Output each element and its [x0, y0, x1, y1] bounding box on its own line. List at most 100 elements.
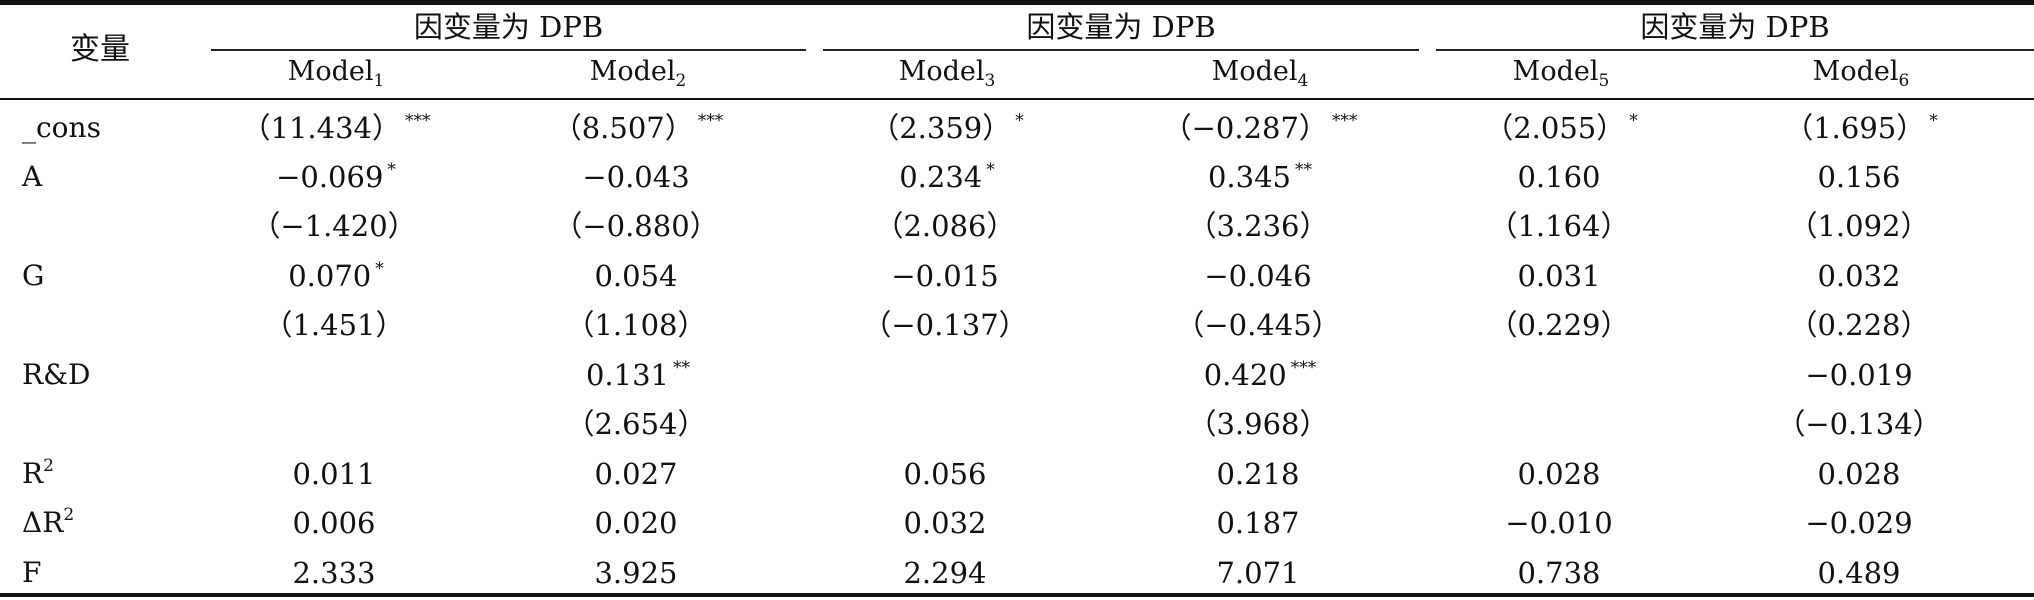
table-cell: （−0.445） [1110, 305, 1410, 345]
row-label: R&D [22, 355, 90, 395]
significance-stars: * [375, 259, 384, 279]
cell-value: 0.032 [903, 506, 987, 540]
cell-value: （2.654） [565, 407, 707, 441]
header-rule [0, 98, 2034, 100]
model-subscript: 4 [1297, 71, 1309, 91]
cell-value: 0.489 [1817, 556, 1901, 590]
cell-value: 0.020 [594, 506, 678, 540]
row-label: G [22, 256, 44, 296]
table-cell: 0.489 [1711, 553, 2011, 593]
table-cell [797, 404, 1097, 444]
significance-stars: * [1629, 111, 1638, 131]
cell-value: （3.236） [1187, 209, 1329, 243]
table-cell: （2.359） * [797, 108, 1097, 148]
group-2-underline [823, 49, 1419, 51]
row-label-text: R [22, 457, 44, 490]
cell-value: −0.029 [1805, 506, 1913, 540]
table-cell: −0.015 [797, 256, 1097, 296]
table-cell: （−1.420） [186, 206, 486, 246]
cell-value: 0.234 [899, 160, 983, 194]
model-name: Model [1812, 56, 1899, 87]
significance-stars: * [1015, 111, 1024, 131]
table-cell: （−0.880） [488, 206, 788, 246]
table-cell: （−0.137） [797, 305, 1097, 345]
table-cell: 2.333 [186, 553, 486, 593]
table-cell: 0.028 [1711, 454, 2011, 494]
table-cell: （1.108） [488, 305, 788, 345]
model-name: Model [1211, 56, 1298, 87]
cell-value: 0.160 [1517, 160, 1601, 194]
model-header-4: Model4 [1110, 53, 1410, 91]
group-1-underline [211, 49, 806, 51]
significance-stars: * [387, 160, 396, 180]
cell-value: 0.011 [292, 457, 376, 491]
cell-value: −0.043 [582, 160, 690, 194]
table-cell [186, 355, 486, 395]
cell-value: 2.294 [903, 556, 987, 590]
row-label: R2 [22, 454, 54, 494]
table-cell: −0.010 [1411, 503, 1711, 543]
cell-value: 0.218 [1216, 457, 1300, 491]
table-cell: −0.069 * [186, 157, 486, 197]
table-cell: 0.056 [797, 454, 1097, 494]
cell-value: （−0.137） [862, 308, 1028, 342]
cell-value: 0.031 [1517, 259, 1601, 293]
model-header-1: Model1 [186, 53, 486, 91]
group-title-3: 因变量为 DPB [1640, 10, 1830, 44]
model-name: Model [287, 56, 374, 87]
cell-value: 0.420 [1203, 358, 1287, 392]
cell-value: （−0.445） [1175, 308, 1341, 342]
table-cell: （1.164） [1411, 206, 1711, 246]
cell-value: （1.451） [263, 308, 405, 342]
table-cell: （2.055） * [1411, 108, 1711, 148]
table-cell: 0.032 [797, 503, 1097, 543]
cell-value: −0.010 [1505, 506, 1613, 540]
row-label-text: G [22, 259, 45, 292]
table-cell: （2.086） [797, 206, 1097, 246]
table-cell: 0.738 [1411, 553, 1711, 593]
row-label: _cons [22, 108, 101, 148]
cell-value: −0.046 [1204, 259, 1312, 293]
row-label-text: ΔR [22, 506, 64, 539]
row-label: F [22, 553, 41, 593]
cell-value: 0.006 [292, 506, 376, 540]
stub-header: 变量 [70, 32, 130, 67]
table-cell [1411, 355, 1711, 395]
cell-value: （−0.134） [1776, 407, 1942, 441]
table-cell: −0.029 [1711, 503, 2011, 543]
cell-value: （1.695） [1784, 111, 1926, 145]
table-cell: （1.092） [1711, 206, 2011, 246]
model-header-2: Model2 [488, 53, 788, 91]
cell-value: 0.056 [903, 457, 987, 491]
table-cell: 3.925 [488, 553, 788, 593]
row-label: ΔR2 [22, 503, 74, 543]
row-label-text: R&D [22, 358, 91, 391]
cell-value: （11.434） [241, 111, 401, 145]
cell-value: （2.086） [874, 209, 1016, 243]
table-cell: 0.031 [1411, 256, 1711, 296]
table-cell: 7.071 [1110, 553, 1410, 593]
table-cell: 0.187 [1110, 503, 1410, 543]
table-cell: −0.046 [1110, 256, 1410, 296]
bottom-rule [0, 593, 2034, 597]
cell-value: 0.054 [594, 259, 678, 293]
cell-value: 0.156 [1817, 160, 1901, 194]
model-name: Model [898, 56, 985, 87]
model-name: Model [589, 56, 676, 87]
table-cell: （1.451） [186, 305, 486, 345]
model-header-6: Model6 [1711, 53, 2011, 91]
significance-stars: *** [697, 111, 724, 131]
table-cell: 0.345 ** [1110, 157, 1410, 197]
table-cell: 2.294 [797, 553, 1097, 593]
table-cell: 0.032 [1711, 256, 2011, 296]
row-label-superscript: 2 [63, 505, 75, 525]
group-3-underline [1436, 49, 2034, 51]
row-label-superscript: 2 [43, 456, 54, 476]
cell-value: （−1.420） [251, 209, 417, 243]
cell-value: （1.092） [1788, 209, 1930, 243]
table-cell: 0.160 [1411, 157, 1711, 197]
model-header-5: Model5 [1411, 53, 1711, 91]
table-cell [797, 355, 1097, 395]
table-cell: （0.228） [1711, 305, 2011, 345]
top-rule [0, 0, 2034, 5]
